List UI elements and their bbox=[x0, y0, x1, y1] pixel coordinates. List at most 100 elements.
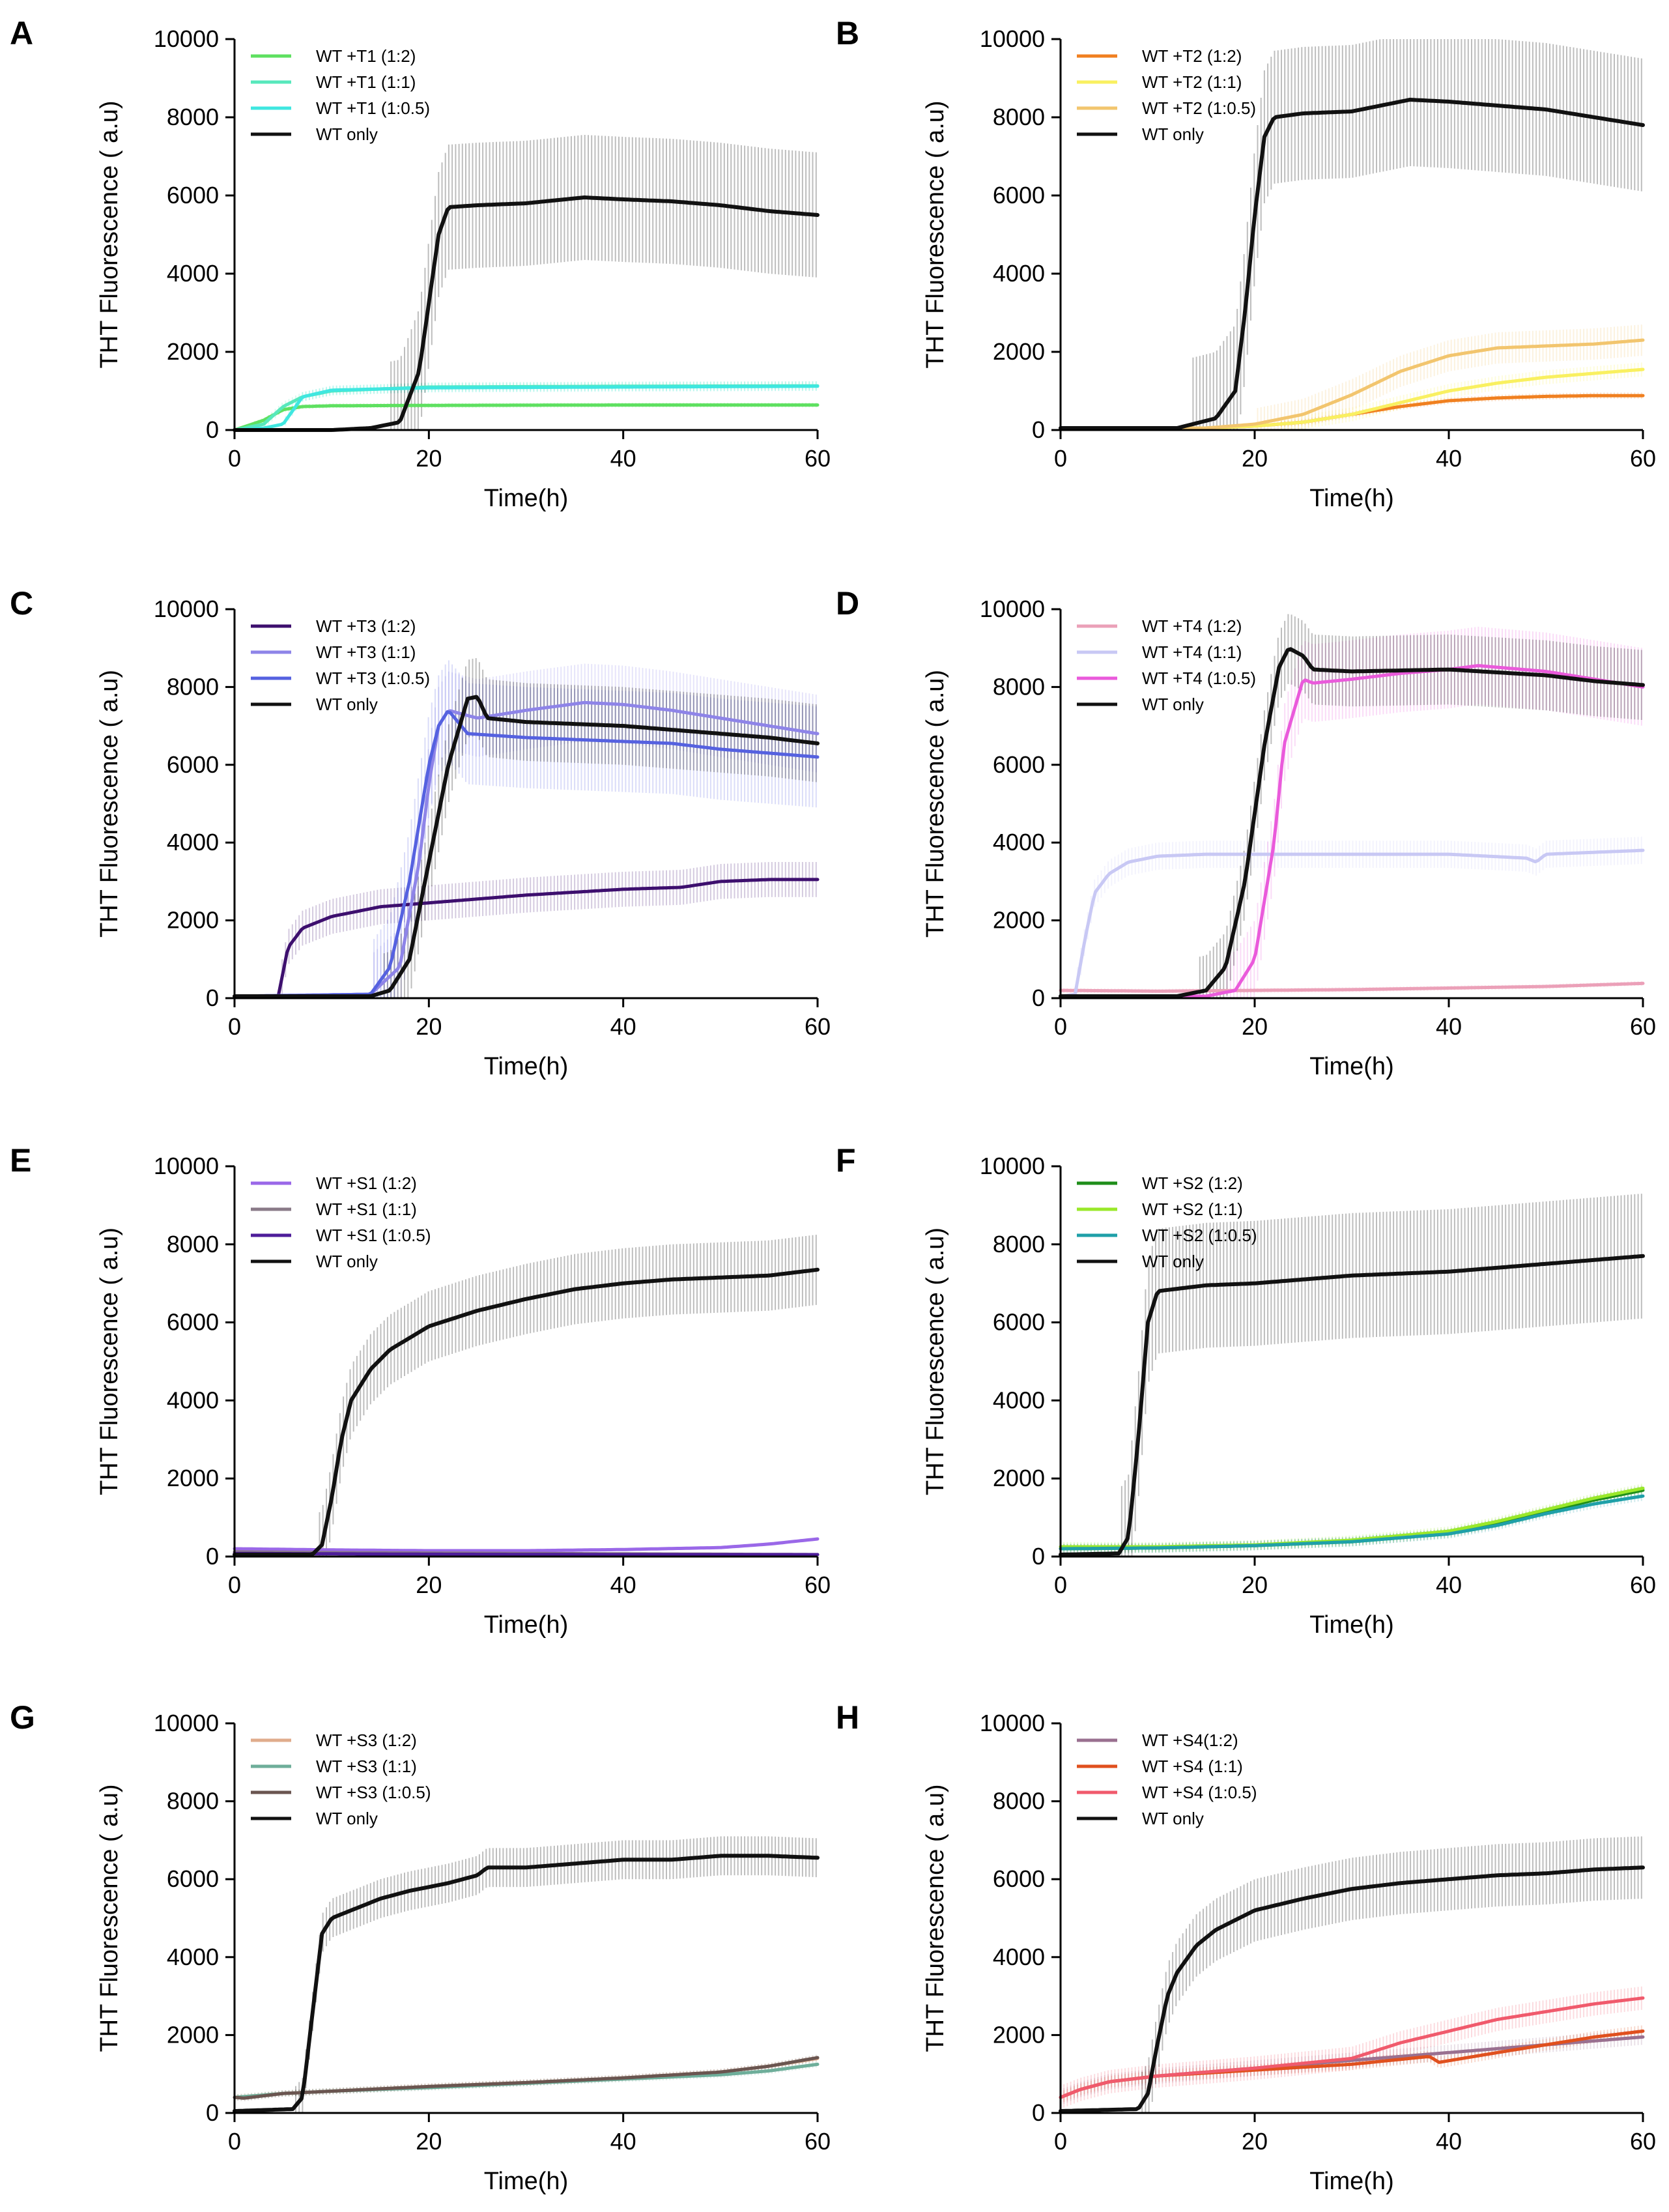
y-tick-label: 8000 bbox=[167, 1231, 219, 1257]
y-tick-label: 2000 bbox=[167, 907, 219, 934]
x-axis-title: Time(h) bbox=[1309, 485, 1393, 512]
legend-label: WT +T1 (1:2) bbox=[316, 46, 416, 66]
y-tick-label: 4000 bbox=[167, 1386, 219, 1413]
series-line-2 bbox=[233, 710, 820, 998]
y-tick-label: 2000 bbox=[167, 1465, 219, 1491]
x-axis-title: Time(h) bbox=[1309, 1611, 1393, 1639]
plot-area bbox=[1059, 614, 1645, 998]
y-tick-label: 8000 bbox=[993, 673, 1045, 700]
error-bars bbox=[234, 2055, 817, 2101]
plot-area bbox=[233, 1836, 820, 2113]
y-tick-label: 0 bbox=[206, 416, 219, 443]
x-tick-label: 0 bbox=[1054, 445, 1067, 472]
x-tick-label: 0 bbox=[228, 445, 241, 472]
y-tick-label: 2000 bbox=[167, 338, 219, 365]
panel-label: F bbox=[836, 1142, 856, 1179]
legend-label: WT +S2 (1:0.5) bbox=[1142, 1226, 1257, 1245]
x-tick-label: 20 bbox=[416, 1572, 442, 1598]
y-tick-label: 6000 bbox=[993, 751, 1045, 778]
plot-area bbox=[233, 1235, 820, 1557]
series-line-1 bbox=[1059, 848, 1645, 998]
panel-label: C bbox=[10, 585, 33, 622]
x-axis-title: Time(h) bbox=[1309, 1053, 1393, 1080]
chart-panel-e: E 0 2000 4000 6000 8000 10000 0 20 40 60 Time(h) THT… bbox=[10, 1142, 831, 1639]
x-tick-label: 40 bbox=[1436, 445, 1462, 472]
legend-label: WT only bbox=[316, 124, 378, 144]
x-tick-label: 20 bbox=[1242, 445, 1268, 472]
error-bars bbox=[1060, 1491, 1642, 1554]
y-axis-title: THT Fluorescence ( a.u) bbox=[96, 670, 123, 938]
series-line-0 bbox=[233, 1537, 820, 1553]
y-tick-label: 2000 bbox=[993, 338, 1045, 365]
series-line-3 bbox=[233, 695, 820, 998]
legend-label: WT +T3 (1:1) bbox=[316, 642, 416, 662]
x-tick-label: 40 bbox=[1436, 1013, 1462, 1040]
legend: WT +S2 (1:2) WT +S2 (1:1) WT +S2 (1:0.5) WT… bbox=[1077, 1173, 1257, 1271]
series-line-1 bbox=[233, 700, 820, 998]
legend-label: WT +S2 (1:1) bbox=[1142, 1199, 1243, 1219]
x-tick-label: 20 bbox=[1242, 1572, 1268, 1598]
y-tick-label: 10000 bbox=[980, 1153, 1045, 1179]
x-tick-label: 20 bbox=[1242, 1013, 1268, 1040]
legend: WT +T3 (1:2) WT +T3 (1:1) WT +T3 (1:0.5) WT… bbox=[251, 616, 430, 714]
y-axis-title: THT Fluorescence ( a.u) bbox=[96, 100, 123, 368]
x-tick-label: 0 bbox=[228, 1013, 241, 1040]
legend: WT +T1 (1:2) WT +T1 (1:1) WT +T1 (1:0.5) WT… bbox=[251, 46, 430, 144]
legend-label: WT +T2 (1:1) bbox=[1142, 72, 1242, 92]
y-tick-label: 4000 bbox=[167, 260, 219, 287]
legend-label: WT +T4 (1:2) bbox=[1142, 616, 1242, 636]
x-tick-label: 40 bbox=[610, 1013, 636, 1040]
series-line-1 bbox=[1059, 1486, 1645, 1549]
series-line-3 bbox=[233, 1267, 820, 1557]
series-line-2 bbox=[233, 384, 820, 432]
series-line-0 bbox=[1059, 981, 1645, 993]
x-tick-label: 60 bbox=[805, 445, 831, 472]
legend-label: WT +S1 (1:0.5) bbox=[316, 1226, 431, 1245]
y-tick-label: 10000 bbox=[980, 596, 1045, 622]
error-bars bbox=[1060, 39, 1642, 430]
y-tick-label: 6000 bbox=[167, 182, 219, 208]
series-line-2 bbox=[233, 1551, 820, 1557]
y-tick-label: 0 bbox=[206, 984, 219, 1011]
y-tick-label: 2000 bbox=[993, 1465, 1045, 1491]
legend-label: WT +S1 (1:1) bbox=[316, 1199, 417, 1219]
y-tick-label: 0 bbox=[1032, 416, 1045, 443]
y-tick-label: 8000 bbox=[993, 1231, 1045, 1257]
error-bars bbox=[1060, 392, 1642, 429]
x-tick-label: 60 bbox=[1630, 445, 1656, 472]
y-tick-label: 0 bbox=[1032, 984, 1045, 1011]
y-axis-title: THT Fluorescence ( a.u) bbox=[922, 1228, 949, 1495]
y-tick-label: 10000 bbox=[154, 1153, 219, 1179]
x-tick-label: 0 bbox=[1054, 1572, 1067, 1598]
x-tick-label: 0 bbox=[1054, 1013, 1067, 1040]
y-tick-label: 4000 bbox=[167, 829, 219, 855]
legend-label: WT +S2 (1:2) bbox=[1142, 1173, 1243, 1193]
error-bars bbox=[234, 2061, 817, 2101]
panel-label: D bbox=[836, 585, 859, 622]
y-tick-label: 8000 bbox=[993, 104, 1045, 130]
legend-label: WT only bbox=[316, 695, 378, 714]
plot-area bbox=[233, 135, 820, 432]
x-tick-label: 60 bbox=[1630, 1572, 1656, 1598]
legend-label: WT +T4 (1:1) bbox=[1142, 642, 1242, 662]
error-bars bbox=[234, 2054, 817, 2101]
y-tick-label: 8000 bbox=[167, 673, 219, 700]
chart-panel-d: D 0 2000 4000 6000 8000 10000 0 20 40 60 Time(h) THT… bbox=[836, 585, 1656, 1080]
x-axis-title: Time(h) bbox=[484, 1053, 568, 1080]
y-axis-title: THT Fluorescence ( a.u) bbox=[922, 670, 949, 938]
x-tick-label: 20 bbox=[416, 1013, 442, 1040]
y-tick-label: 10000 bbox=[154, 596, 219, 622]
x-axis-title: Time(h) bbox=[484, 485, 568, 512]
legend-label: WT only bbox=[316, 1252, 378, 1271]
series-line-3 bbox=[1059, 98, 1645, 430]
legend-label: WT +T3 (1:0.5) bbox=[316, 668, 430, 688]
y-axis-title: THT Fluorescence ( a.u) bbox=[922, 100, 949, 368]
x-tick-label: 0 bbox=[228, 1572, 241, 1598]
x-tick-label: 60 bbox=[805, 1572, 831, 1598]
plot-area bbox=[233, 658, 820, 998]
panel-label: B bbox=[836, 15, 859, 51]
series-line-0 bbox=[233, 878, 820, 998]
series-line-3 bbox=[1059, 1254, 1645, 1557]
